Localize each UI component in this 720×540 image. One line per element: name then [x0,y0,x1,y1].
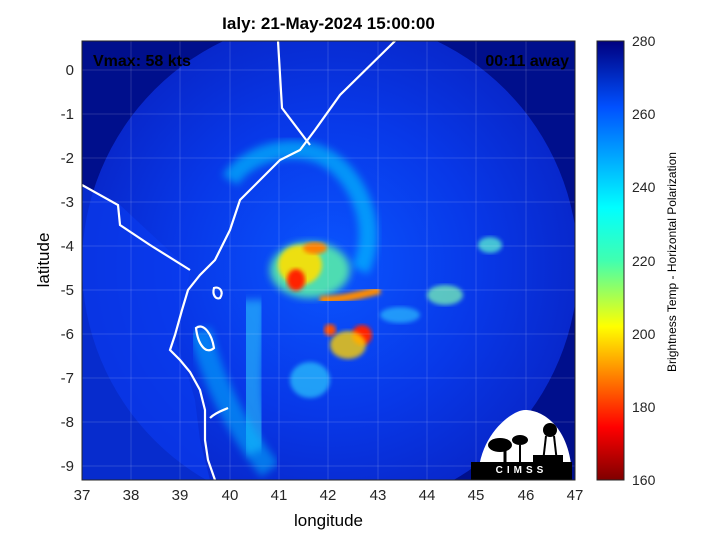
y-axis: 0 -1 -2 -3 -4 -5 -6 -7 -8 -9 [61,62,74,475]
x-tick-label: 44 [419,487,436,504]
x-tick-label: 39 [172,487,189,504]
colorbar-tick-label: 200 [632,326,656,342]
coastline [82,41,396,480]
colorbar-label: Brightness Temp - Horizontal Polarizatio… [665,152,679,372]
chart-title: Ialy: 21-May-2024 15:00:00 [222,14,435,33]
colorbar-tick-label: 160 [632,472,656,488]
x-axis: 37 38 39 40 41 42 43 44 45 46 47 [74,487,584,504]
land-region [82,185,210,480]
logo-text: CIMSS [495,465,548,476]
plot-area [82,41,575,480]
x-axis-label: longitude [293,511,363,530]
x-tick-label: 47 [567,487,584,504]
grid [82,41,575,480]
y-tick-label: -2 [61,150,74,167]
x-tick-label: 38 [123,487,140,504]
y-axis-label: latitude [34,232,53,288]
y-tick-label: -9 [61,458,74,475]
x-tick-label: 42 [320,487,337,504]
y-tick-label: -1 [61,106,74,123]
axes-frame [81,40,576,481]
colorbar-ticks: 160 180 200 220 240 260 280 [632,33,656,488]
y-tick-label: -6 [61,326,74,343]
y-tick-label: -8 [61,414,74,431]
y-tick-label: -5 [61,282,74,299]
convective-features [189,140,502,477]
time-away-label: 00:11 away [485,53,569,70]
colorbar-tick-label: 240 [632,179,656,195]
colorbar-tick-label: 220 [632,253,656,269]
colorbar [596,40,625,481]
y-tick-label: 0 [66,62,74,79]
y-tick-label: -4 [61,238,74,255]
cimss-logo [471,410,572,480]
x-tick-label: 41 [271,487,288,504]
y-tick-label: -7 [61,370,74,387]
x-tick-label: 37 [74,487,91,504]
vmax-label: Vmax: 58 kts [93,53,191,70]
x-tick-label: 40 [222,487,239,504]
colorbar-tick-label: 180 [632,399,656,415]
colorbar-tick-label: 280 [632,33,656,49]
colorbar-tick-label: 260 [632,106,656,122]
y-tick-label: -3 [61,194,74,211]
x-tick-label: 46 [518,487,535,504]
x-tick-label: 43 [370,487,387,504]
x-tick-label: 45 [468,487,485,504]
